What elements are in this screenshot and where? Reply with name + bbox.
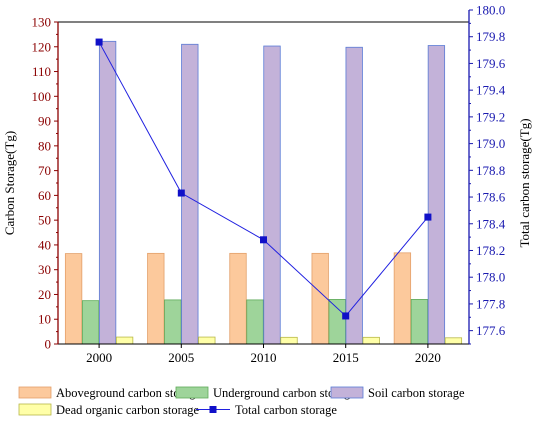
y-tick-label: 130 bbox=[32, 15, 52, 30]
legend-label: Dead organic carbon storage bbox=[56, 403, 200, 417]
y2-tick-label: 178.8 bbox=[476, 163, 505, 178]
y-tick-label: 90 bbox=[38, 114, 51, 129]
legend: Aboveground carbon storage Underground ca… bbox=[18, 386, 465, 417]
bar bbox=[98, 40, 117, 345]
y2-tick-label: 179.0 bbox=[476, 136, 505, 151]
y2-tick-label: 180.0 bbox=[476, 3, 505, 18]
line-point bbox=[177, 189, 185, 197]
x-tick-label: 2015 bbox=[333, 350, 359, 365]
x-tick-label: 2020 bbox=[415, 350, 441, 365]
right-axis-ticks: 177.6 177.8 178.0 178.2 178.4 178.6 178.8 179.0… bbox=[469, 3, 506, 345]
y2-tick-label: 179.6 bbox=[476, 56, 506, 71]
bar bbox=[427, 45, 446, 345]
x-axis-ticks: 2000 2005 2010 2015 2020 bbox=[86, 344, 441, 365]
y-tick-label: 60 bbox=[38, 188, 51, 203]
bar bbox=[164, 299, 182, 345]
legend-label: Soil carbon storage bbox=[368, 386, 465, 400]
x-tick-label: 2010 bbox=[251, 350, 277, 365]
bar bbox=[64, 253, 83, 345]
line-layer bbox=[95, 38, 432, 320]
y-tick-label: 110 bbox=[32, 64, 51, 79]
y-tick-label: 50 bbox=[38, 213, 51, 228]
legend-marker bbox=[209, 406, 217, 413]
y-tick-label: 10 bbox=[38, 312, 51, 327]
legend-label: Underground carbon storage bbox=[213, 386, 356, 400]
y2-tick-label: 179.8 bbox=[476, 29, 505, 44]
bar bbox=[147, 252, 165, 345]
legend-swatch bbox=[18, 403, 52, 416]
y2-tick-label: 179.4 bbox=[476, 83, 506, 98]
left-axis-ticks: 0 10 20 30 40 50 60 70 80 90 100 110 120 130 bbox=[32, 15, 58, 352]
y-tick-label: 120 bbox=[32, 39, 52, 54]
y-tick-label: 40 bbox=[38, 237, 51, 252]
y-axis-label: Carbon Storage(Tg) bbox=[2, 131, 17, 235]
y2-tick-label: 177.8 bbox=[476, 296, 505, 311]
legend-swatch bbox=[18, 386, 52, 399]
bar bbox=[311, 252, 329, 345]
y-tick-label: 80 bbox=[38, 138, 51, 153]
line-point bbox=[95, 38, 103, 46]
y-tick-label: 70 bbox=[38, 163, 51, 178]
y2-tick-label: 178.0 bbox=[476, 270, 505, 285]
y-tick-label: 0 bbox=[45, 337, 52, 352]
x-tick-label: 2000 bbox=[86, 350, 112, 365]
bar bbox=[280, 336, 298, 345]
bar bbox=[328, 299, 346, 345]
y-tick-label: 30 bbox=[38, 262, 51, 277]
line-point bbox=[342, 312, 350, 320]
legend-label: Total carbon storage bbox=[235, 403, 337, 417]
legend-swatch bbox=[175, 386, 209, 399]
line-point bbox=[260, 236, 267, 244]
bar bbox=[115, 336, 134, 345]
y-tick-label: 100 bbox=[32, 89, 52, 104]
bar-layer bbox=[64, 40, 463, 345]
y2-tick-label: 178.4 bbox=[476, 216, 506, 231]
y2-tick-label: 178.6 bbox=[476, 190, 506, 205]
y2-axis-label: Total carbon storage(Tg) bbox=[517, 118, 532, 247]
bar bbox=[81, 300, 100, 345]
line-point bbox=[424, 213, 432, 221]
bar bbox=[410, 299, 429, 345]
bar bbox=[393, 252, 412, 345]
bar bbox=[198, 336, 216, 345]
bar bbox=[444, 337, 463, 345]
legend-swatch bbox=[330, 386, 364, 399]
y2-tick-label: 178.2 bbox=[476, 243, 505, 258]
y2-tick-label: 177.6 bbox=[476, 323, 506, 338]
bar bbox=[362, 336, 380, 345]
bar bbox=[263, 45, 281, 345]
bar bbox=[229, 252, 247, 345]
bar bbox=[246, 299, 264, 345]
legend-label: Aboveground carbon storage bbox=[56, 386, 202, 400]
y-tick-label: 20 bbox=[38, 287, 51, 302]
y2-tick-label: 179.2 bbox=[476, 109, 505, 124]
x-tick-label: 2005 bbox=[168, 350, 194, 365]
